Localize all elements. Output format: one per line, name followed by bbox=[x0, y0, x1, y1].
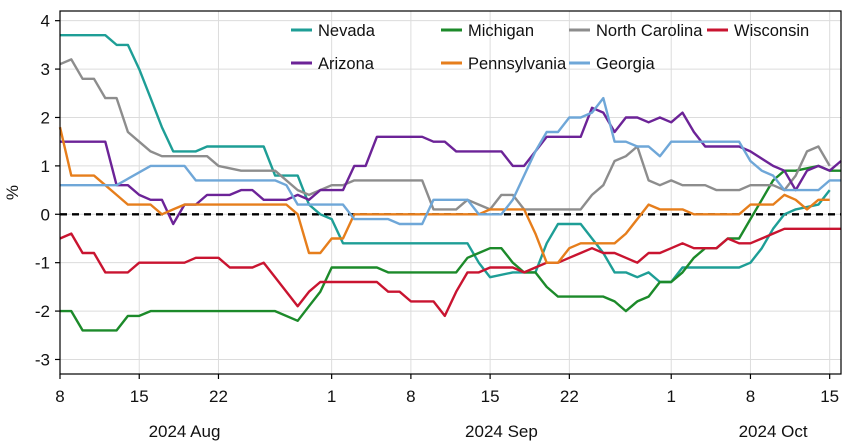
x-axis: 8 15 22 1 8 15 22 1 8 15 bbox=[55, 374, 839, 406]
month-labels: 2024 Aug 2024 Sep 2024 Oct bbox=[149, 422, 808, 441]
y-tick-label: -1 bbox=[35, 254, 50, 273]
legend-label-nevada: Nevada bbox=[318, 22, 376, 40]
y-tick-label: 0 bbox=[41, 205, 50, 224]
y-tick-label: -3 bbox=[35, 350, 50, 369]
y-axis-title: % bbox=[3, 185, 22, 200]
series-line-wisconsin bbox=[59, 227, 841, 318]
legend-label-pennsylvania: Pennsylvania bbox=[468, 55, 567, 73]
month-label: 2024 Aug bbox=[149, 422, 221, 441]
x-tick-label: 8 bbox=[55, 387, 64, 406]
y-tick-label: 4 bbox=[41, 12, 50, 31]
series-line-north-carolina bbox=[59, 58, 831, 211]
x-tick-label: 15 bbox=[820, 387, 839, 406]
x-tick-label: 22 bbox=[209, 387, 228, 406]
x-tick-label: 15 bbox=[130, 387, 149, 406]
series-line-georgia bbox=[60, 96, 841, 226]
series-line-pennsylvania bbox=[58, 126, 830, 264]
x-tick-label: 22 bbox=[560, 387, 579, 406]
month-label: 2024 Oct bbox=[739, 422, 808, 441]
y-axis: -3 -2 -1 0 1 2 3 4 bbox=[35, 12, 60, 369]
legend-label-michigan: Michigan bbox=[468, 22, 534, 40]
legend-label-arizona: Arizona bbox=[318, 55, 375, 73]
x-tick-label: 1 bbox=[666, 387, 675, 406]
legend-label-georgia: Georgia bbox=[596, 55, 656, 73]
series-lines bbox=[58, 34, 842, 332]
series-line-michigan bbox=[60, 164, 841, 332]
month-label: 2024 Sep bbox=[465, 422, 538, 441]
plot-frame bbox=[59, 10, 842, 375]
y-tick-label: 3 bbox=[41, 60, 50, 79]
legend: Nevada Michigan North Carolina Wisconsin Ari… bbox=[291, 22, 809, 73]
x-tick-label: 1 bbox=[327, 387, 336, 406]
grid bbox=[59, 11, 841, 374]
legend-label-north-carolina: North Carolina bbox=[596, 22, 703, 40]
x-tick-label: 8 bbox=[406, 387, 415, 406]
legend-label-wisconsin: Wisconsin bbox=[734, 22, 809, 40]
y-tick-label: 1 bbox=[41, 157, 50, 176]
y-tick-label: -2 bbox=[35, 302, 50, 321]
y-tick-label: 2 bbox=[41, 108, 50, 127]
x-tick-label: 8 bbox=[746, 387, 755, 406]
x-tick-label: 15 bbox=[481, 387, 500, 406]
series-line-nevada bbox=[60, 34, 831, 284]
